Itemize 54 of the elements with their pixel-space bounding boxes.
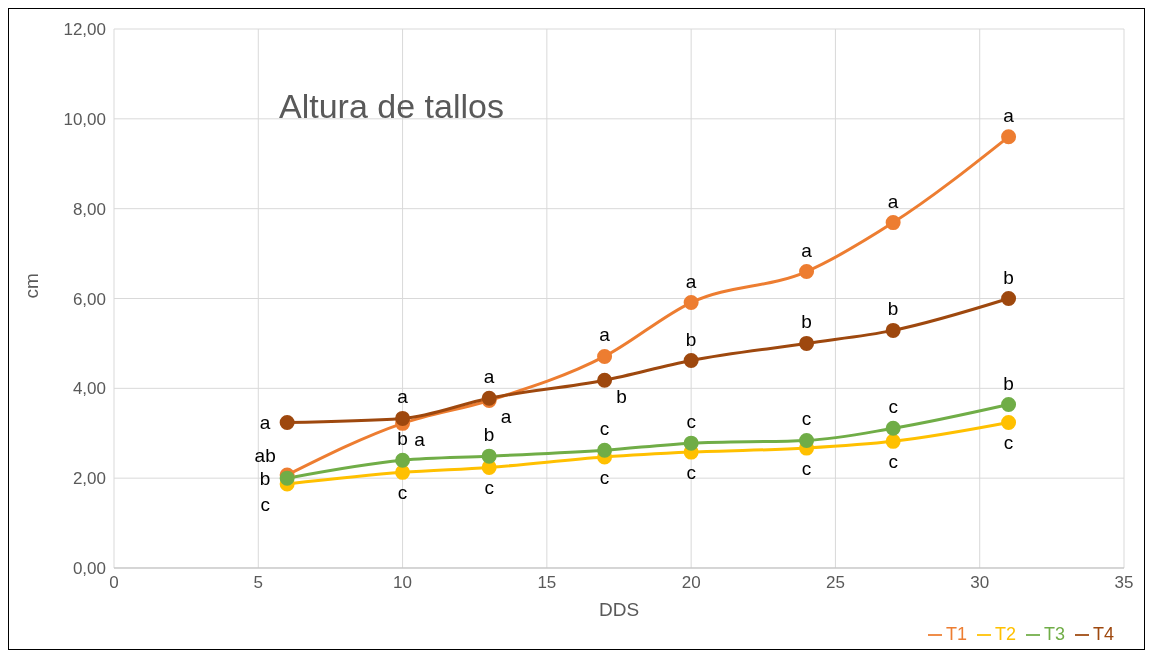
x-axis-title: DDS [598,599,640,620]
annotation: b [616,386,627,408]
x-tick-label: 15 [537,573,557,593]
annotation: c [1003,432,1014,454]
annotation: b [259,468,271,490]
annotation: b [685,328,697,350]
annotation: a [414,429,426,451]
annotation: a [599,324,611,346]
annotation: c [260,494,270,516]
legend-label: T2 [994,624,1016,644]
annotation: b [483,424,495,446]
x-tick-label: 25 [825,573,845,593]
x-tick-label: 35 [1114,573,1134,593]
annotation: a [1003,104,1015,126]
annotation: b [801,311,812,333]
annotation: c [686,462,696,484]
annotation: c [599,418,610,440]
legend-label: T1 [945,624,967,644]
annotation: a [259,412,271,434]
annotation: b [397,428,408,450]
y-tick-label: 2,00 [72,469,106,489]
annotation: b [1003,372,1014,394]
annotation: a [801,239,813,261]
y-tick-label: 8,00 [72,199,106,219]
annotation: c [599,467,610,489]
y-tick-label: 4,00 [72,379,106,399]
x-tick-label: 30 [970,573,990,593]
annotation: a [397,386,409,408]
annotation: c [686,411,696,433]
annotation: b [887,298,899,320]
annotation: a [500,406,512,428]
x-tick-label: 5 [253,573,264,593]
annotation: b [1003,266,1014,288]
y-tick-label: 6,00 [72,289,106,309]
annotation: a [685,270,697,292]
y-axis-title: cm [20,273,42,299]
y-tick-label: 12,00 [63,20,106,40]
x-tick-label: 10 [393,573,413,593]
x-tick-label: 20 [681,573,701,593]
legend-label: T3 [1043,624,1065,644]
y-tick-label: 10,00 [63,109,106,129]
legend-label: T4 [1092,624,1114,644]
annotation: ab [254,445,276,467]
annotation: a [887,190,899,212]
y-tick-label: 0,00 [72,559,106,579]
annotation: c [801,458,812,480]
annotation: c [888,451,898,473]
text: Altura de tallos [279,87,504,126]
annotation: c [801,408,812,430]
annotation: c [397,482,408,504]
annotation: c [888,396,898,418]
annotation: a [483,366,495,388]
annotation: c [484,477,494,499]
x-tick-label: 0 [109,573,119,593]
